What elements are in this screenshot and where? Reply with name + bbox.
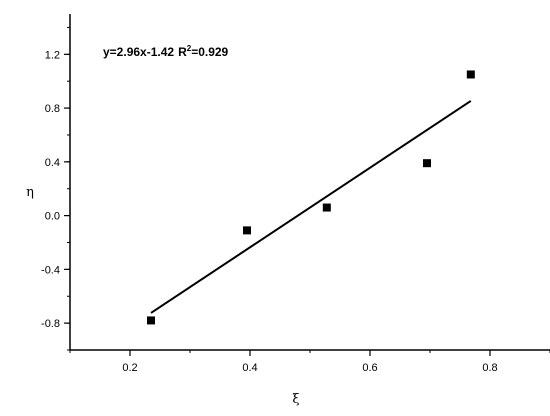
y-axis-label: η xyxy=(26,185,34,200)
y-tick-label: -0.4 xyxy=(41,264,60,276)
x-tick-label: 0.4 xyxy=(242,362,257,374)
y-ticks: -0.8 -0.4 0.0 0.4 0.8 1.2 xyxy=(41,26,70,351)
y-tick-label: 0.0 xyxy=(45,211,60,223)
x-tick-label: 0.8 xyxy=(482,362,497,374)
data-point xyxy=(466,70,475,79)
y-tick-label: 1.2 xyxy=(45,49,60,61)
data-point xyxy=(243,226,251,235)
fit-equation: y=2.96x-1.42 xyxy=(103,45,174,59)
fit-annotation: y=2.96x-1.42 R2=0.929 xyxy=(103,44,229,59)
plot-area: 0.2 0.4 0.6 0.8 -0.8 -0.4 0.0 0.4 0.8 1.2 xyxy=(41,14,550,374)
x-ticks: 0.2 0.4 0.6 0.8 xyxy=(69,350,550,374)
r-squared-prefix: R xyxy=(178,45,187,59)
data-point xyxy=(147,316,155,325)
data-point xyxy=(322,203,331,212)
r-squared-value: =0.929 xyxy=(191,45,228,59)
x-tick-label: 0.2 xyxy=(122,362,137,374)
fit-line xyxy=(150,100,472,314)
x-axis-label: ξ xyxy=(292,392,299,407)
data-point xyxy=(423,159,431,168)
y-tick-label: 0.8 xyxy=(45,103,60,115)
data-points xyxy=(147,70,475,325)
y-tick-label: 0.4 xyxy=(45,157,60,169)
x-tick-label: 0.6 xyxy=(362,362,377,374)
r-squared-superscript: 2 xyxy=(187,44,192,53)
y-tick-label: -0.8 xyxy=(41,318,60,330)
